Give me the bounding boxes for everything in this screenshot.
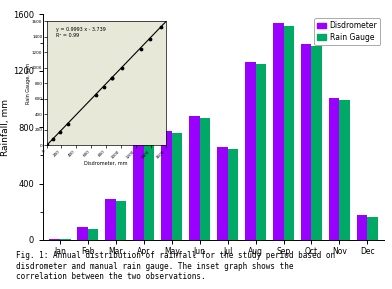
Bar <box>357 215 367 240</box>
Text: Fig. 1: Annual distribution of rainfall for the study period based on
disdromete: Fig. 1: Annual distribution of rainfall … <box>16 251 335 281</box>
Bar <box>245 62 256 240</box>
Bar <box>172 134 182 240</box>
Legend: Disdrometer, Rain Gauge: Disdrometer, Rain Gauge <box>314 18 380 45</box>
Bar <box>367 217 378 240</box>
Bar <box>273 23 283 240</box>
Bar <box>116 201 127 240</box>
Bar <box>256 64 266 240</box>
Bar <box>283 26 294 240</box>
Bar <box>329 98 339 240</box>
Y-axis label: Rainfall, mm: Rainfall, mm <box>1 99 10 156</box>
Bar <box>301 44 312 240</box>
Bar <box>339 100 350 240</box>
Bar <box>88 229 98 240</box>
Bar <box>228 149 238 240</box>
Bar <box>312 46 322 240</box>
Bar <box>161 131 172 240</box>
Bar <box>77 227 88 240</box>
Bar <box>217 147 228 240</box>
Bar <box>200 118 210 240</box>
Bar <box>144 118 154 240</box>
Bar <box>105 199 116 240</box>
Bar <box>133 116 144 240</box>
Bar <box>189 116 200 240</box>
Bar <box>49 239 60 240</box>
